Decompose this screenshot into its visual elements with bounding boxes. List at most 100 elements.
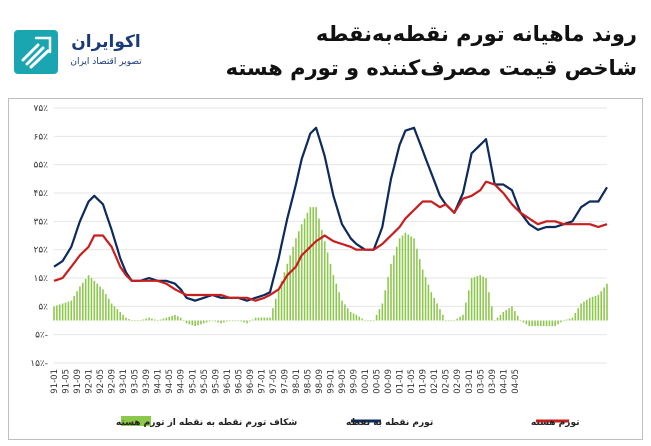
gap-bar [251,319,254,321]
gap-bar [436,303,438,321]
gap-bar [154,319,156,321]
gap-bar [444,320,447,322]
y-tick-label: ۲۵٪ [33,246,48,256]
gap-bar [361,318,363,321]
gap-bar [395,246,398,321]
gap-bar [286,263,289,321]
gap-bar [519,320,522,322]
x-tick-label: 01-09 [419,369,429,394]
y-tick-label: ۵٪ [38,302,48,312]
gap-bar [338,292,340,321]
gap-bar [499,314,502,321]
gap-bar [568,318,571,321]
gap-bar [99,286,101,321]
gap-bar [277,289,280,321]
logo-tagline: تصویر اقتصاد ایران [70,57,142,67]
gap-bar [508,308,510,321]
x-tick-label: 02-05 [442,369,452,394]
gap-bar [407,234,410,321]
x-tick-label: 97-05 [269,369,279,394]
x-tick-label: 94-09 [177,369,187,394]
gap-bar [171,315,173,321]
gap-bar [597,295,600,321]
gap-bar [56,305,58,321]
x-tick-label: 02-01 [430,369,440,394]
gap-bar [61,303,64,321]
x-tick-label: 95-05 [200,369,210,394]
gap-bar [352,313,355,321]
y-tick-label: ۵٪- [35,331,48,341]
x-tick-label: 00-05 [373,369,383,394]
x-tick-label: 98-01 [292,369,302,394]
inflation-chart: ۱۵٪-۵٪-۵٪۱۵٪۲۵٪۳۵٪۴۵٪۵۵٪۶۵٪۷۵٪ 91-01 91-0… [30,104,608,428]
gap-bar [381,303,384,321]
gap-bar [151,318,153,321]
gap-bar [237,320,240,322]
gap-bar [433,297,435,321]
gap-bar [485,278,487,321]
gap-bar [367,320,369,322]
gap-bar [87,275,90,321]
x-tick-label: 98-09 [315,369,325,394]
y-tick-label: ۷۵٪ [33,104,48,114]
gap-bar [102,289,104,321]
x-tick-label: 91-05 [62,369,72,394]
gap-bar [266,317,268,321]
gap-bar [565,319,568,321]
gap-bar [211,320,214,322]
x-tick-label: 96-05 [234,369,244,394]
gap-bar [177,316,179,321]
gap-bar [182,320,185,322]
x-tick-label: 92-05 [96,369,106,394]
gap-bar [398,238,401,321]
chart-title-line-2: شاخص قیمت مصرف‌کننده و تورم هسته [225,56,637,80]
gap-bar [139,320,142,322]
gap-bar [82,282,84,321]
gap-bar [421,269,424,321]
x-tick-label: 92-01 [85,369,95,394]
gap-bar [427,284,430,321]
y-tick-label: ۱۵٪- [30,359,48,369]
gap-bar [393,255,395,321]
gap-bar [326,252,329,321]
gap-bar [462,314,464,321]
gap-bar [125,317,127,321]
gap-bar [528,320,531,327]
x-tick-label: 94-05 [165,369,175,394]
y-tick-label: ۴۵٪ [33,189,48,199]
x-axis: 91-01 91-05 91-09 92-01 92-05 92-09 93-01 93-05… [50,369,521,394]
gap-bar [344,304,346,321]
gap-bar [442,314,444,321]
gap-bar [67,301,70,321]
gap-bar [260,317,263,321]
gap-bar [122,314,124,321]
gap-bar [191,320,194,326]
gap-bar [269,317,271,321]
x-tick-label: 03-05 [476,369,486,394]
gap-bar [280,280,283,321]
brand-logo: اکوایران تصویر اقتصاد ایران [14,30,148,74]
x-tick-label: 92-09 [108,369,118,394]
x-tick-label: 94-01 [154,369,164,394]
gap-bar [496,317,499,321]
gap-bar [165,317,168,321]
gap-bar [283,272,286,321]
x-tick-label: 98-05 [303,369,313,394]
gap-bar [563,320,565,322]
gap-bar [119,312,122,321]
gap-bar [574,312,577,321]
gap-bar [591,296,594,321]
gap-bar [243,320,245,323]
x-tick-label: 03-01 [465,369,475,394]
gap-bar [246,320,248,324]
x-tick-label: 93-05 [131,369,141,394]
gap-bar [416,248,418,321]
gap-bar [148,317,150,321]
chart-title-line-1: روند ماهیانه تورم نقطه‌به‌نقطه [315,22,637,46]
x-tick-label: 01-01 [396,369,406,394]
gap-bar [534,320,536,327]
x-tick-label: 95-09 [211,369,221,394]
y-axis: ۱۵٪- ۵٪- ۵٪ ۱۵٪ ۲۵٪ ۳۵٪ ۴۵٪ ۵۵٪ ۶۵٪ ۷۵٪ [30,104,48,369]
gap-bar [228,320,231,322]
gap-bar [424,277,427,321]
